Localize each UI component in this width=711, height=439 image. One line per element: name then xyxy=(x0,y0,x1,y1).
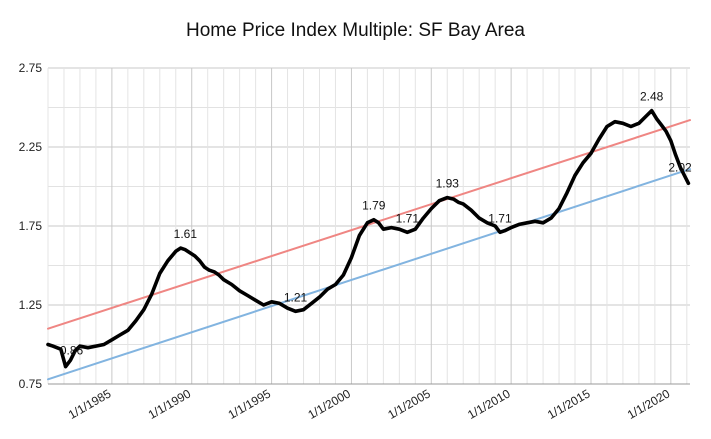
gridlines xyxy=(47,67,690,385)
x-tick-label: 1/1/2000 xyxy=(305,386,353,422)
data-labels: 0.86 1.61 1.21 1.79 1.71 1.93 1.71 2.48 2.02 xyxy=(60,90,692,358)
data-label: 1.61 xyxy=(174,227,198,241)
x-tick-label: 1/1/1995 xyxy=(226,386,274,422)
series xyxy=(46,108,691,381)
data-label: 1.71 xyxy=(396,211,420,225)
x-tick-label: 1/1/2015 xyxy=(545,386,593,422)
y-tick-label: 1.75 xyxy=(19,219,43,233)
series-line-upper-trend xyxy=(47,119,691,330)
x-tick-label: 1/1/1985 xyxy=(66,386,114,422)
y-tick-label: 2.75 xyxy=(19,61,43,75)
y-tick-label: 1.25 xyxy=(19,298,43,312)
data-label: 0.86 xyxy=(60,344,84,358)
x-tick-label: 1/1/2005 xyxy=(385,386,433,422)
data-label: 2.02 xyxy=(668,160,692,174)
data-label: 2.48 xyxy=(640,90,664,104)
x-tick-label: 1/1/2020 xyxy=(625,386,673,422)
data-label: 1.21 xyxy=(284,290,308,304)
y-tick-label: 2.25 xyxy=(19,140,43,154)
y-tick-label: 0.75 xyxy=(19,377,43,391)
data-label: 1.79 xyxy=(362,199,386,213)
x-tick-label: 1/1/2010 xyxy=(465,386,513,422)
x-tick-label: 1/1/1990 xyxy=(146,386,194,422)
series-line-lower-trend xyxy=(47,168,691,381)
data-label: 1.71 xyxy=(488,211,512,225)
series-line-price-index xyxy=(46,108,691,369)
data-label: 1.93 xyxy=(436,177,460,191)
axes: 0.75 1.25 1.75 2.25 2.75 1/1/1985 1/1/1990 1/1/… xyxy=(19,61,690,422)
chart-title: Home Price Index Multiple: SF Bay Area xyxy=(186,20,525,41)
